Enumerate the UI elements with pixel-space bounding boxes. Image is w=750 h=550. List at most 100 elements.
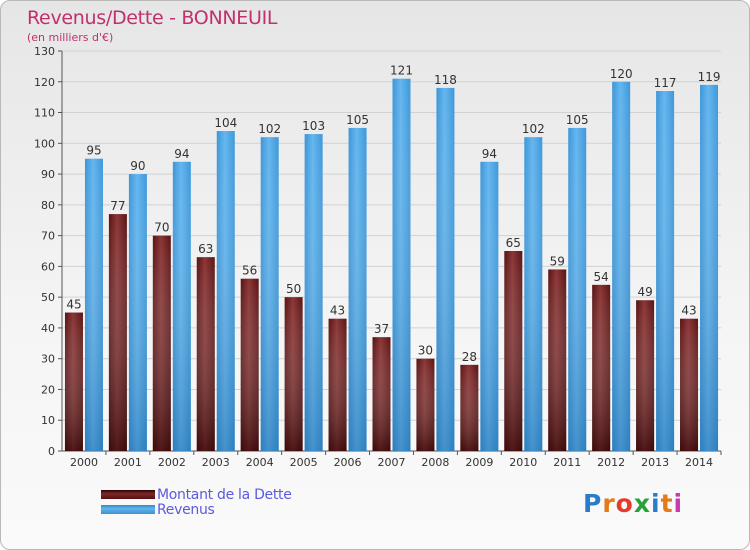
legend-swatch-revenus	[101, 505, 155, 514]
x-tick-label: 2011	[553, 456, 581, 469]
y-tick-label: 50	[41, 291, 55, 304]
bar-shade-dette	[636, 300, 655, 451]
data-label-dette: 65	[506, 236, 521, 250]
bar-shade-revenus	[480, 161, 499, 451]
data-label-revenus: 105	[566, 113, 589, 127]
y-tick-label: 130	[34, 45, 55, 58]
bar-shade-revenus	[172, 161, 191, 451]
bar-shade-dette	[196, 257, 215, 451]
y-tick-label: 120	[34, 76, 55, 89]
data-label-dette: 63	[198, 242, 213, 256]
y-tick-label: 30	[41, 353, 55, 366]
data-label-revenus: 94	[174, 147, 189, 161]
y-tick-label: 90	[41, 168, 55, 181]
data-label-dette: 50	[286, 282, 301, 296]
data-label-dette: 28	[462, 350, 477, 364]
bar-shade-revenus	[700, 84, 719, 451]
bar-shade-revenus	[524, 137, 543, 451]
data-label-revenus: 94	[482, 147, 497, 161]
bar-shade-dette	[548, 269, 567, 451]
x-tick-label: 2007	[378, 456, 406, 469]
data-label-dette: 43	[330, 304, 345, 318]
y-tick-label: 80	[41, 199, 55, 212]
data-label-revenus: 118	[434, 73, 457, 87]
data-label-revenus: 102	[258, 122, 281, 136]
bar-shade-dette	[108, 214, 127, 451]
x-tick-label: 2001	[114, 456, 142, 469]
data-label-dette: 70	[154, 221, 169, 235]
x-tick-label: 2010	[509, 456, 537, 469]
bar-shade-revenus	[216, 131, 235, 451]
bar-shade-dette	[460, 364, 479, 451]
bar-shade-revenus	[260, 137, 279, 451]
data-label-revenus: 95	[86, 144, 101, 158]
y-tick-label: 60	[41, 260, 55, 273]
bar-shade-dette	[328, 318, 347, 451]
chart-legend: Montant de la Dette Revenus	[101, 486, 292, 518]
data-label-dette: 30	[418, 344, 433, 358]
x-tick-label: 2014	[685, 456, 713, 469]
bar-shade-revenus	[568, 127, 587, 451]
data-label-revenus: 104	[214, 116, 237, 130]
bar-shade-revenus	[84, 158, 103, 451]
chart-title: Revenus/Dette - BONNEUIL	[27, 7, 278, 29]
bar-shade-revenus	[436, 87, 455, 451]
data-label-dette: 54	[594, 270, 609, 284]
data-label-revenus: 117	[654, 76, 677, 90]
y-tick-label: 70	[41, 230, 55, 243]
bar-shade-dette	[504, 251, 523, 451]
bar-shade-dette	[592, 284, 611, 451]
data-label-dette: 59	[550, 254, 565, 268]
data-label-dette: 56	[242, 264, 257, 278]
x-tick-label: 2003	[202, 456, 230, 469]
bar-shade-dette	[152, 235, 171, 451]
data-label-revenus: 120	[610, 67, 633, 81]
data-label-revenus: 103	[302, 119, 325, 133]
x-tick-label: 2013	[641, 456, 669, 469]
data-label-dette: 37	[374, 322, 389, 336]
bar-shade-dette	[372, 337, 391, 451]
data-label-dette: 43	[681, 304, 696, 318]
data-label-dette: 77	[110, 199, 125, 213]
bar-shade-revenus	[128, 174, 147, 452]
x-tick-label: 2006	[334, 456, 362, 469]
x-tick-label: 2000	[70, 456, 98, 469]
data-label-revenus: 102	[522, 122, 545, 136]
y-tick-label: 110	[34, 107, 55, 120]
data-label-revenus: 105	[346, 113, 369, 127]
legend-item-dette: Montant de la Dette	[101, 486, 292, 503]
data-label-revenus: 119	[698, 70, 721, 84]
bar-shade-dette	[416, 358, 435, 451]
x-tick-label: 2004	[246, 456, 274, 469]
data-label-dette: 49	[637, 285, 652, 299]
bar-shade-revenus	[612, 81, 631, 452]
bar-shade-revenus	[348, 127, 367, 451]
bar-shade-dette	[680, 318, 699, 451]
x-tick-label: 2009	[465, 456, 493, 469]
legend-label-revenus: Revenus	[157, 501, 215, 518]
y-tick-label: 100	[34, 137, 55, 150]
y-tick-label: 0	[48, 445, 55, 458]
x-tick-label: 2005	[290, 456, 318, 469]
x-tick-label: 2002	[158, 456, 186, 469]
legend-item-revenus: Revenus	[101, 501, 292, 518]
bar-shade-dette	[284, 297, 303, 451]
bar-shade-revenus	[656, 91, 675, 451]
proxiti-logo: Proxiti	[583, 489, 684, 518]
x-tick-label: 2012	[597, 456, 625, 469]
y-tick-label: 40	[41, 322, 55, 335]
bar-shade-dette	[64, 312, 83, 451]
bar-shade-revenus	[392, 78, 411, 451]
legend-label-dette: Montant de la Dette	[157, 486, 292, 503]
data-label-revenus: 121	[390, 64, 413, 78]
bar-shade-revenus	[304, 134, 323, 452]
y-tick-label: 10	[41, 414, 55, 427]
x-tick-label: 2008	[421, 456, 449, 469]
data-label-revenus: 90	[130, 159, 145, 173]
legend-swatch-dette	[101, 490, 155, 499]
data-label-dette: 45	[66, 298, 81, 312]
y-tick-label: 20	[41, 383, 55, 396]
bar-shade-dette	[240, 278, 259, 451]
